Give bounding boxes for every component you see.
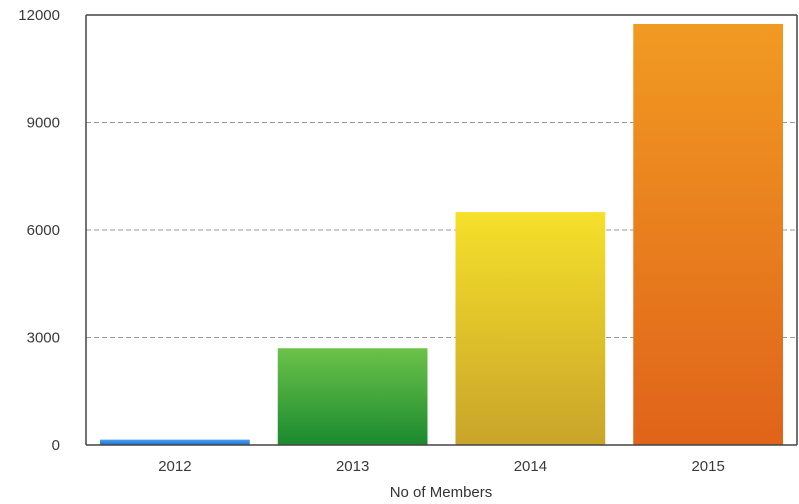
- x-axis-title: No of Members: [390, 484, 493, 501]
- y-tick-label: 0: [52, 437, 60, 454]
- x-tick-label: 2015: [691, 458, 724, 475]
- bar-2015: [633, 23, 783, 445]
- x-tick-label: 2012: [158, 458, 191, 475]
- x-tick-label: 2014: [514, 458, 547, 475]
- bar-2013: [277, 348, 428, 445]
- y-tick-label: 6000: [27, 222, 60, 239]
- x-tick-labels: 2012 2013 2014 2015: [158, 458, 725, 475]
- x-tick-label: 2013: [336, 458, 369, 475]
- bar-2014: [455, 212, 606, 445]
- bars: [100, 23, 783, 445]
- bar-2012: [100, 439, 250, 445]
- axes: [85, 14, 798, 446]
- y-tick-label: 12000: [18, 7, 60, 24]
- y-tick-labels: 0 3000 6000 9000 12000: [18, 7, 60, 454]
- y-tick-label: 9000: [27, 115, 60, 132]
- y-tick-label: 3000: [27, 330, 60, 347]
